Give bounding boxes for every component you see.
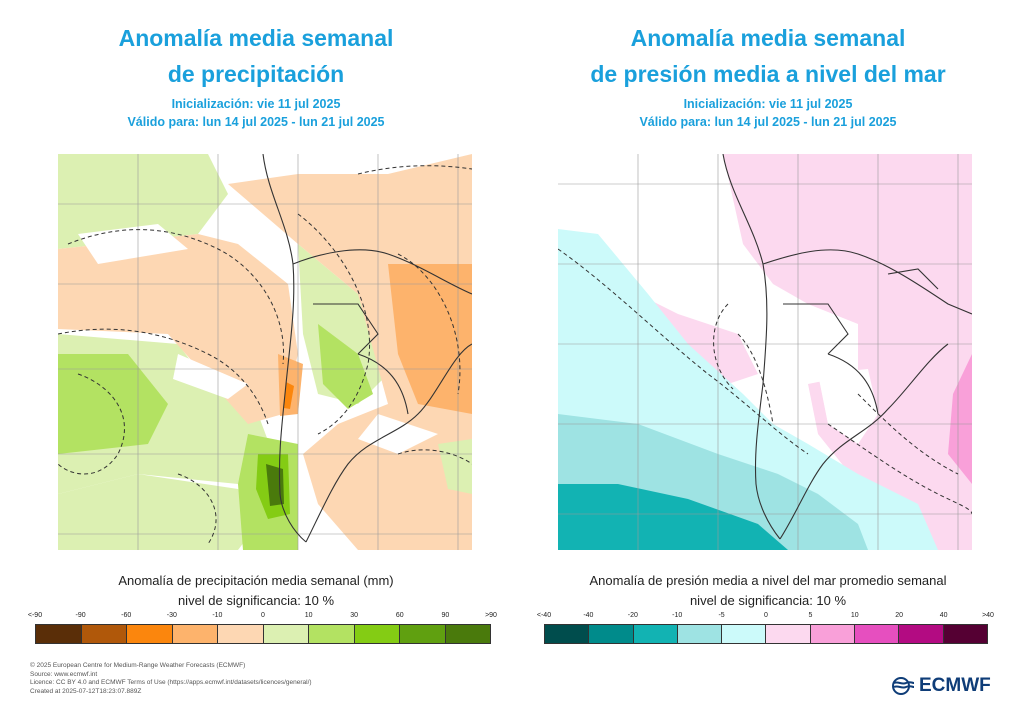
colorbar-tick-label: -40 <box>583 612 594 619</box>
colorbar-tick-label: <-90 <box>27 612 43 619</box>
precipitation-subtitle: Inicialización: vie 11 jul 2025 Válido p… <box>0 95 512 131</box>
colorbar-tick-label: -60 <box>121 612 132 619</box>
colorbar-tick-label: 60 <box>395 612 404 619</box>
colorbar-tick-label: 30 <box>350 612 359 619</box>
colorbar-tick-label: >40 <box>982 612 994 619</box>
valid-label: Válido para: lun 14 jul 2025 - lun 21 ju… <box>639 115 897 129</box>
colorbar-tick-label: 20 <box>895 612 904 619</box>
colorbar-tick-label: 0 <box>764 612 768 619</box>
colorbar-swatch <box>263 625 309 643</box>
colorbar-swatch <box>899 625 944 643</box>
colorbar-swatch <box>589 625 634 643</box>
precipitation-legend-title: Anomalía de precipitación media semanal … <box>0 571 512 611</box>
colorbar-swatch <box>943 625 987 643</box>
colorbar-tick-label: <-40 <box>536 612 552 619</box>
colorbar-swatch <box>677 625 723 643</box>
colorbar-swatch <box>766 625 811 643</box>
precipitation-colorbar <box>35 624 491 644</box>
colorbar-swatch <box>36 625 82 643</box>
colorbar-swatch <box>810 625 856 643</box>
initialization-label: Inicialización: vie 11 jul 2025 <box>683 97 853 111</box>
pressure-subtitle: Inicialización: vie 11 jul 2025 Válido p… <box>512 95 1024 131</box>
colorbar-swatch <box>855 625 900 643</box>
pressure-colorbar <box>544 624 988 644</box>
colorbar-tick-label: -30 <box>166 612 177 619</box>
colorbar-swatch <box>81 625 127 643</box>
colorbar-swatch <box>633 625 678 643</box>
colorbar-swatch <box>127 625 173 643</box>
licence-text: Licence: CC BY 4.0 and ECMWF Terms of Us… <box>30 679 312 687</box>
colorbar-swatch <box>545 625 590 643</box>
ecmwf-logo: ECMWF <box>892 675 991 696</box>
colorbar-tick-label: 10 <box>304 612 313 619</box>
pressure-title: Anomalía media semanal de presión media … <box>590 25 946 87</box>
pressure-panel: Anomalía media semanal de presión media … <box>512 0 1024 650</box>
colorbar-tick-label: -5 <box>718 612 725 619</box>
footer-credits: © 2025 European Centre for Medium-Range … <box>30 662 312 696</box>
colorbar-swatch <box>722 625 767 643</box>
colorbar-swatch <box>445 625 490 643</box>
colorbar-tick-label: -10 <box>212 612 223 619</box>
colorbar-swatch <box>172 625 218 643</box>
colorbar-tick-label: -10 <box>672 612 683 619</box>
colorbar-swatch <box>218 625 264 643</box>
precipitation-title: Anomalía media semanal de precipitación <box>118 25 394 87</box>
colorbar-tick-label: 40 <box>939 612 948 619</box>
ecmwf-waves-icon <box>892 677 915 695</box>
colorbar-tick-label: >90 <box>485 612 497 619</box>
colorbar-swatch <box>400 625 446 643</box>
colorbar-swatch <box>309 625 355 643</box>
precipitation-legend-ticks: <-90 -90 -60 -30 -10 0 10 30 60 90 >90 <box>28 612 497 624</box>
colorbar-tick-label: 5 <box>808 612 813 619</box>
significance-label: nivel de significancia: 10 % <box>689 593 847 608</box>
copyright-text: © 2025 European Centre for Medium-Range … <box>30 662 246 669</box>
ecmwf-logo-text: ECMWF <box>919 675 991 696</box>
colorbar-tick-label: -20 <box>627 612 638 619</box>
precipitation-map <box>58 154 472 550</box>
pressure-legend-ticks: <-40 -40 -20 -10 -5 0 5 10 20 40 >40 <box>537 612 994 624</box>
pressure-map <box>558 154 972 550</box>
source-text: Source: www.ecmwf.int <box>30 670 98 678</box>
pressure-legend-title: Anomalía de presión media a nivel del ma… <box>512 571 1024 611</box>
initialization-label: Inicialización: vie 11 jul 2025 <box>171 97 341 111</box>
colorbar-tick-label: 0 <box>261 612 265 619</box>
created-text: Created at 2025-07-12T18:23:07.889Z <box>30 687 142 695</box>
valid-label: Válido para: lun 14 jul 2025 - lun 21 ju… <box>127 115 385 129</box>
colorbar-tick-label: 90 <box>441 612 450 619</box>
colorbar-tick-label: 10 <box>850 612 859 619</box>
precipitation-panel: Anomalía media semanal de precipitación … <box>0 0 512 650</box>
colorbar-swatch <box>354 625 400 643</box>
colorbar-tick-label: -90 <box>75 612 86 619</box>
significance-label: nivel de significancia: 10 % <box>177 593 335 608</box>
